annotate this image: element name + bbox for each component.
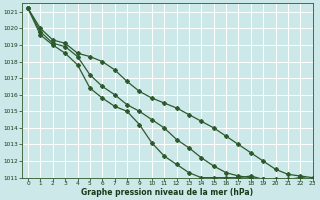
X-axis label: Graphe pression niveau de la mer (hPa): Graphe pression niveau de la mer (hPa) <box>81 188 253 197</box>
